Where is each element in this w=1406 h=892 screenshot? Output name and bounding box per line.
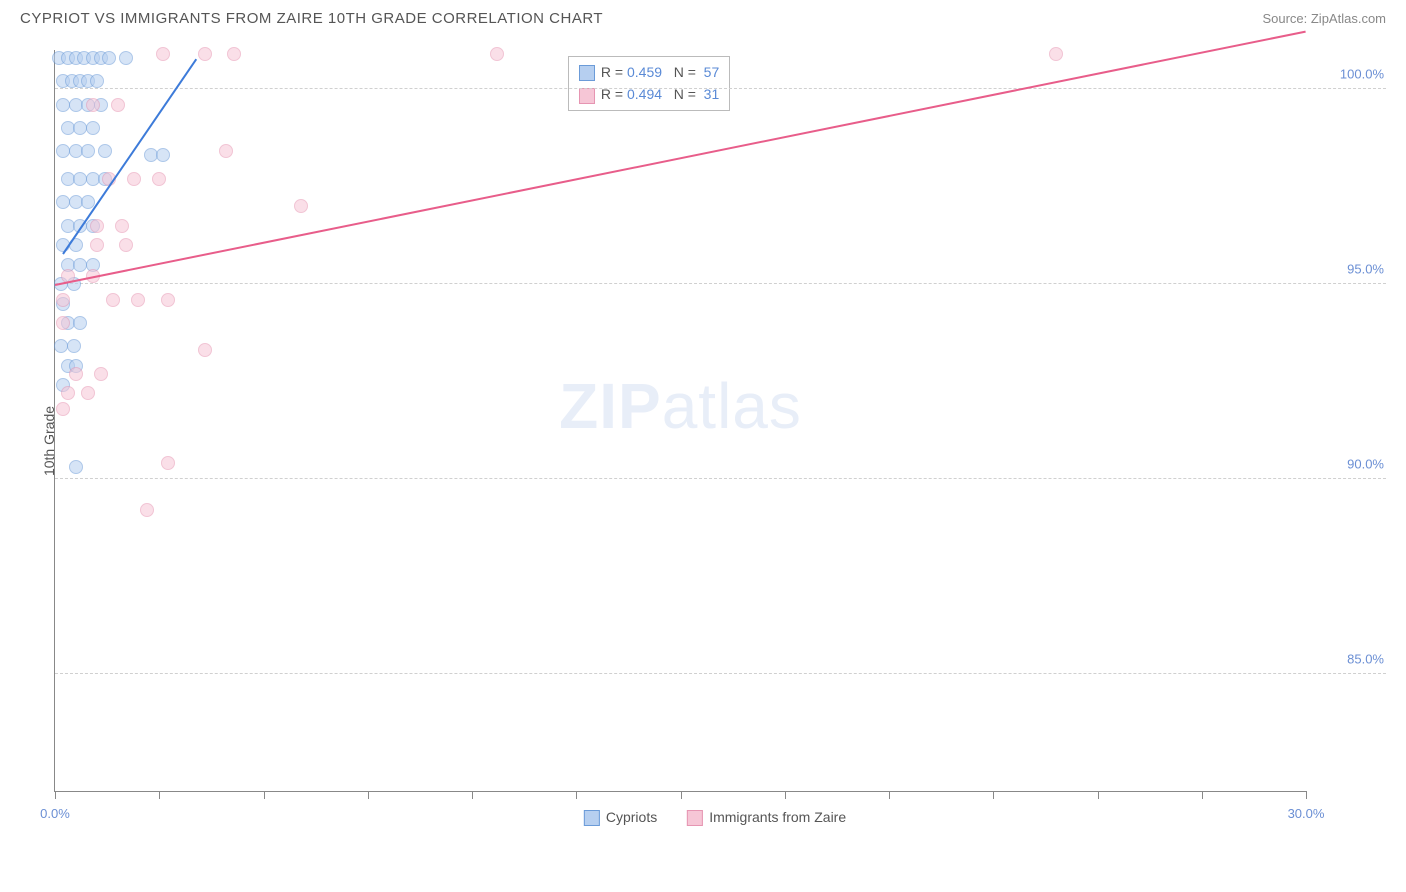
legend-stats-row: R = 0.494 N = 31	[579, 83, 719, 105]
x-tick	[1202, 791, 1203, 799]
gridline	[55, 88, 1386, 89]
data-point	[90, 238, 104, 252]
y-tick-label: 100.0%	[1314, 67, 1384, 82]
data-point	[111, 98, 125, 112]
data-point	[198, 47, 212, 61]
data-point	[94, 367, 108, 381]
data-point	[156, 47, 170, 61]
bottom-legend: Cypriots Immigrants from Zaire	[584, 809, 846, 826]
source-label: Source: ZipAtlas.com	[1262, 11, 1386, 26]
data-point	[198, 343, 212, 357]
legend-r-value: 0.459	[627, 64, 662, 80]
bottom-legend-label: Cypriots	[606, 809, 657, 825]
data-point	[152, 172, 166, 186]
data-point	[127, 172, 141, 186]
data-point	[56, 293, 70, 307]
data-point	[227, 47, 241, 61]
gridline	[55, 478, 1386, 479]
data-point	[90, 219, 104, 233]
data-point	[81, 386, 95, 400]
legend-key: R =	[601, 64, 627, 80]
data-point	[73, 316, 87, 330]
bottom-legend-item: Immigrants from Zaire	[687, 809, 846, 826]
y-tick-label: 85.0%	[1314, 652, 1384, 667]
data-point	[119, 238, 133, 252]
x-tick	[785, 791, 786, 799]
plot-area: ZIPatlas R = 0.459 N = 57R = 0.494 N = 3…	[54, 50, 1306, 792]
data-point	[219, 144, 233, 158]
x-tick	[1098, 791, 1099, 799]
x-tick	[55, 791, 56, 799]
data-point	[161, 456, 175, 470]
data-point	[294, 199, 308, 213]
data-point	[161, 293, 175, 307]
data-point	[102, 51, 116, 65]
x-tick	[368, 791, 369, 799]
data-point	[115, 219, 129, 233]
data-point	[61, 386, 75, 400]
data-point	[1049, 47, 1063, 61]
legend-stats-box: R = 0.459 N = 57R = 0.494 N = 31	[568, 56, 730, 111]
data-point	[98, 144, 112, 158]
x-tick	[159, 791, 160, 799]
watermark: ZIPatlas	[559, 369, 802, 443]
x-tick	[681, 791, 682, 799]
gridline	[55, 283, 1386, 284]
x-tick	[1306, 791, 1307, 799]
data-point	[106, 293, 120, 307]
watermark-light: atlas	[662, 370, 802, 442]
legend-swatch	[579, 88, 595, 104]
x-tick	[472, 791, 473, 799]
x-tick	[576, 791, 577, 799]
gridline	[55, 673, 1386, 674]
data-point	[119, 51, 133, 65]
data-point	[69, 460, 83, 474]
legend-swatch	[687, 810, 703, 826]
y-tick-label: 90.0%	[1314, 457, 1384, 472]
x-tick	[889, 791, 890, 799]
x-tick-label: 30.0%	[1288, 806, 1325, 821]
bottom-legend-label: Immigrants from Zaire	[709, 809, 846, 825]
legend-key: N =	[662, 64, 700, 80]
data-point	[131, 293, 145, 307]
watermark-bold: ZIP	[559, 370, 662, 442]
data-point	[86, 121, 100, 135]
data-point	[69, 367, 83, 381]
chart-container: 10th Grade ZIPatlas R = 0.459 N = 57R = …	[44, 50, 1386, 832]
y-tick-label: 95.0%	[1314, 262, 1384, 277]
legend-n-value: 57	[700, 64, 719, 80]
x-tick	[264, 791, 265, 799]
data-point	[56, 402, 70, 416]
data-point	[140, 503, 154, 517]
chart-title: CYPRIOT VS IMMIGRANTS FROM ZAIRE 10TH GR…	[20, 10, 603, 27]
data-point	[81, 144, 95, 158]
x-tick-label: 0.0%	[40, 806, 70, 821]
bottom-legend-item: Cypriots	[584, 809, 657, 826]
data-point	[90, 74, 104, 88]
header-bar: CYPRIOT VS IMMIGRANTS FROM ZAIRE 10TH GR…	[0, 0, 1406, 37]
data-point	[86, 98, 100, 112]
x-tick	[993, 791, 994, 799]
data-point	[67, 339, 81, 353]
legend-swatch	[584, 810, 600, 826]
data-point	[490, 47, 504, 61]
data-point	[156, 148, 170, 162]
legend-stats-row: R = 0.459 N = 57	[579, 61, 719, 83]
legend-swatch	[579, 65, 595, 81]
data-point	[56, 316, 70, 330]
